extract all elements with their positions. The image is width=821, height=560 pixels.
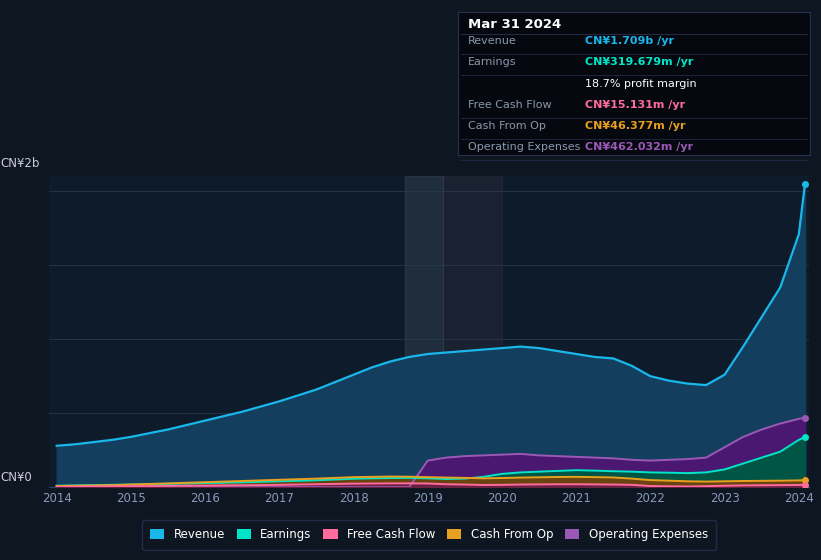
Text: CN¥2b: CN¥2b bbox=[0, 157, 39, 170]
Text: CN¥462.032m /yr: CN¥462.032m /yr bbox=[585, 142, 694, 152]
Text: Operating Expenses: Operating Expenses bbox=[468, 142, 580, 152]
Text: Cash From Op: Cash From Op bbox=[468, 121, 546, 131]
Text: Mar 31 2024: Mar 31 2024 bbox=[468, 18, 562, 31]
Text: CN¥1.709b /yr: CN¥1.709b /yr bbox=[585, 36, 674, 46]
Text: CN¥15.131m /yr: CN¥15.131m /yr bbox=[585, 100, 686, 110]
Bar bbox=[443, 176, 502, 487]
Bar bbox=[406, 176, 443, 487]
Text: CN¥46.377m /yr: CN¥46.377m /yr bbox=[585, 121, 686, 131]
Text: CN¥319.679m /yr: CN¥319.679m /yr bbox=[585, 57, 694, 67]
Text: CN¥0: CN¥0 bbox=[0, 471, 32, 484]
Text: 18.7% profit margin: 18.7% profit margin bbox=[585, 78, 697, 88]
Text: Earnings: Earnings bbox=[468, 57, 516, 67]
Text: Revenue: Revenue bbox=[468, 36, 516, 46]
Text: Free Cash Flow: Free Cash Flow bbox=[468, 100, 552, 110]
Legend: Revenue, Earnings, Free Cash Flow, Cash From Op, Operating Expenses: Revenue, Earnings, Free Cash Flow, Cash … bbox=[142, 520, 716, 550]
